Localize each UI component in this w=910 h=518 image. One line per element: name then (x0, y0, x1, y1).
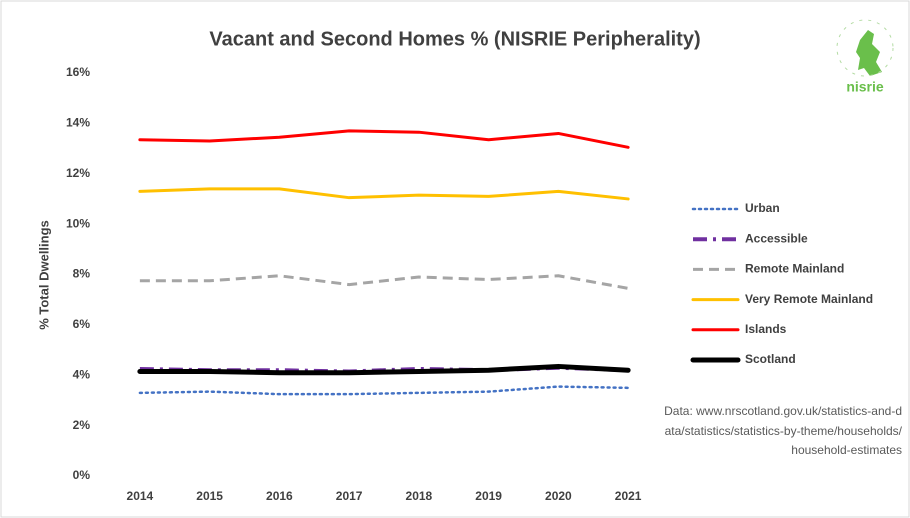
legend-label: Islands (745, 322, 787, 336)
logo-map (856, 30, 882, 76)
x-tick-label: 2018 (406, 489, 433, 503)
y-tick-label: 14% (66, 116, 90, 130)
legend-label: Remote Mainland (745, 262, 844, 276)
series-line (138, 129, 630, 149)
y-tick-label: 8% (73, 267, 91, 281)
y-tick-label: 2% (73, 418, 91, 432)
y-tick-label: 4% (73, 367, 91, 381)
x-tick-label: 2014 (127, 489, 154, 503)
series-line (137, 363, 631, 376)
logo: nisrie (836, 19, 894, 95)
x-tick-label: 2019 (475, 489, 502, 503)
y-tick-label: 6% (73, 317, 91, 331)
x-tick-label: 2016 (266, 489, 293, 503)
series-line (138, 385, 630, 396)
series-line (138, 187, 630, 201)
x-tick-label: 2017 (336, 489, 363, 503)
legend-label: Scotland (745, 352, 796, 366)
y-axis-label: % Total Dwellings (36, 220, 51, 330)
logo-text: nisrie (846, 79, 884, 95)
y-tick-label: 12% (66, 166, 90, 180)
x-tick-label: 2020 (545, 489, 572, 503)
chart-title: Vacant and Second Homes % (NISRIE Periph… (209, 28, 700, 50)
source-note: Data: www.nrscotland.gov.uk/statistics-a… (664, 404, 902, 457)
legend-label: Accessible (745, 231, 808, 245)
y-tick-label: 16% (66, 65, 90, 79)
series-line (139, 274, 629, 290)
legend-label: Very Remote Mainland (745, 292, 873, 306)
x-tick-label: 2015 (196, 489, 223, 503)
x-tick-label: 2021 (615, 489, 642, 503)
logo-ring (836, 19, 894, 77)
y-tick-label: 0% (73, 468, 91, 482)
y-tick-label: 10% (66, 216, 90, 230)
legend-label: Urban (745, 201, 780, 215)
